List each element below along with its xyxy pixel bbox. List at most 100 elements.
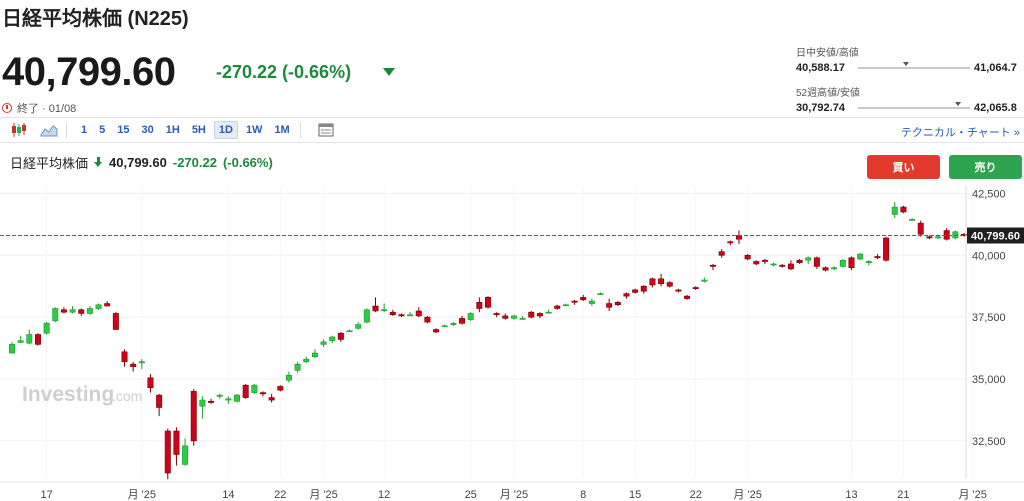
candlestick-chart[interactable]: Investing .com 32,500 35,000 37,500 40,000 4… <box>0 182 1024 501</box>
sell-button[interactable]: 売り <box>949 155 1022 179</box>
interval-button-5[interactable]: 5 <box>99 124 106 136</box>
candle[interactable] <box>234 393 241 403</box>
candle[interactable] <box>917 220 924 237</box>
candle[interactable] <box>632 288 639 294</box>
candle[interactable] <box>701 277 708 283</box>
candle[interactable] <box>891 202 898 219</box>
candle[interactable] <box>398 313 405 318</box>
technical-chart-link[interactable]: テクニカル・チャート » <box>900 127 1020 139</box>
interval-button-1w[interactable]: 1W <box>245 124 263 136</box>
candle[interactable] <box>640 284 647 294</box>
candle[interactable] <box>666 281 673 288</box>
interval-button-1h[interactable]: 1H <box>165 124 180 136</box>
candle[interactable] <box>164 428 171 480</box>
candle[interactable] <box>502 313 509 320</box>
candle[interactable] <box>208 398 215 404</box>
candle[interactable] <box>935 235 942 240</box>
candlestick-icon[interactable] <box>8 121 30 139</box>
candle[interactable] <box>684 294 691 300</box>
candle[interactable] <box>433 328 440 334</box>
candle[interactable] <box>285 371 292 383</box>
candle[interactable] <box>251 383 258 394</box>
candle[interactable] <box>450 322 457 326</box>
candle[interactable] <box>900 205 907 214</box>
candle[interactable] <box>623 292 630 299</box>
candle[interactable] <box>242 383 249 399</box>
candle[interactable] <box>311 349 318 358</box>
table-view-icon[interactable] <box>315 121 337 139</box>
candle[interactable] <box>787 260 794 271</box>
candle[interactable] <box>9 341 15 354</box>
candle[interactable] <box>727 240 734 246</box>
candle[interactable] <box>831 266 838 271</box>
candle[interactable] <box>415 307 422 318</box>
candle[interactable] <box>883 236 890 262</box>
candle[interactable] <box>363 308 370 324</box>
candle[interactable] <box>805 256 812 264</box>
candle[interactable] <box>857 252 864 261</box>
candle[interactable] <box>268 393 275 403</box>
candle[interactable] <box>259 391 266 397</box>
candle[interactable] <box>69 306 76 314</box>
candle[interactable] <box>17 335 24 344</box>
candle[interactable] <box>658 273 665 287</box>
candle[interactable] <box>839 259 846 268</box>
interval-button-30[interactable]: 30 <box>141 124 154 136</box>
candle[interactable] <box>121 349 128 367</box>
candle[interactable] <box>606 298 613 311</box>
candle[interactable] <box>597 292 604 295</box>
candle[interactable] <box>355 322 362 330</box>
candle[interactable] <box>848 256 855 271</box>
candle[interactable] <box>225 396 232 404</box>
candle[interactable] <box>554 304 561 310</box>
candle[interactable] <box>34 333 41 346</box>
candle[interactable] <box>675 288 682 293</box>
candle[interactable] <box>190 388 197 446</box>
candle[interactable] <box>493 312 500 318</box>
interval-button-5h[interactable]: 5H <box>191 124 206 136</box>
interval-button-1m[interactable]: 1M <box>274 124 290 136</box>
candle[interactable] <box>580 294 587 302</box>
candle[interactable] <box>649 277 656 288</box>
candle[interactable] <box>43 322 50 335</box>
candle[interactable] <box>710 263 717 271</box>
candle[interactable] <box>476 297 483 313</box>
interval-button-1[interactable]: 1 <box>81 124 88 136</box>
candle[interactable] <box>813 256 820 269</box>
candle[interactable] <box>510 314 517 320</box>
candle[interactable] <box>796 259 803 264</box>
candle[interactable] <box>485 296 491 309</box>
candle[interactable] <box>467 312 474 321</box>
candle[interactable] <box>952 230 959 240</box>
candle[interactable] <box>770 262 777 267</box>
candle[interactable] <box>874 254 881 259</box>
candle[interactable] <box>199 396 206 419</box>
candle[interactable] <box>389 309 396 316</box>
candle[interactable] <box>692 286 699 290</box>
candle[interactable] <box>320 339 327 347</box>
candle[interactable] <box>562 303 569 307</box>
candle[interactable] <box>761 259 768 264</box>
candle[interactable] <box>545 309 552 314</box>
candle[interactable] <box>216 393 223 399</box>
candle[interactable] <box>294 361 301 373</box>
candle[interactable] <box>147 374 154 393</box>
candle[interactable] <box>588 298 595 307</box>
candle[interactable] <box>104 301 111 307</box>
area-chart-icon[interactable] <box>38 121 60 139</box>
candle[interactable] <box>735 230 742 245</box>
candle[interactable] <box>459 315 466 325</box>
candle[interactable] <box>943 228 950 241</box>
candle[interactable] <box>182 438 189 466</box>
buy-button[interactable]: 買い <box>867 155 940 179</box>
candle[interactable] <box>407 312 414 317</box>
candle[interactable] <box>744 254 751 261</box>
candle[interactable] <box>614 301 621 307</box>
candle[interactable] <box>536 312 543 319</box>
candle[interactable] <box>372 297 379 313</box>
candle[interactable] <box>753 260 760 266</box>
candle[interactable] <box>718 249 725 258</box>
candle[interactable] <box>571 299 578 305</box>
candle[interactable] <box>865 260 872 266</box>
candle[interactable] <box>528 310 535 319</box>
